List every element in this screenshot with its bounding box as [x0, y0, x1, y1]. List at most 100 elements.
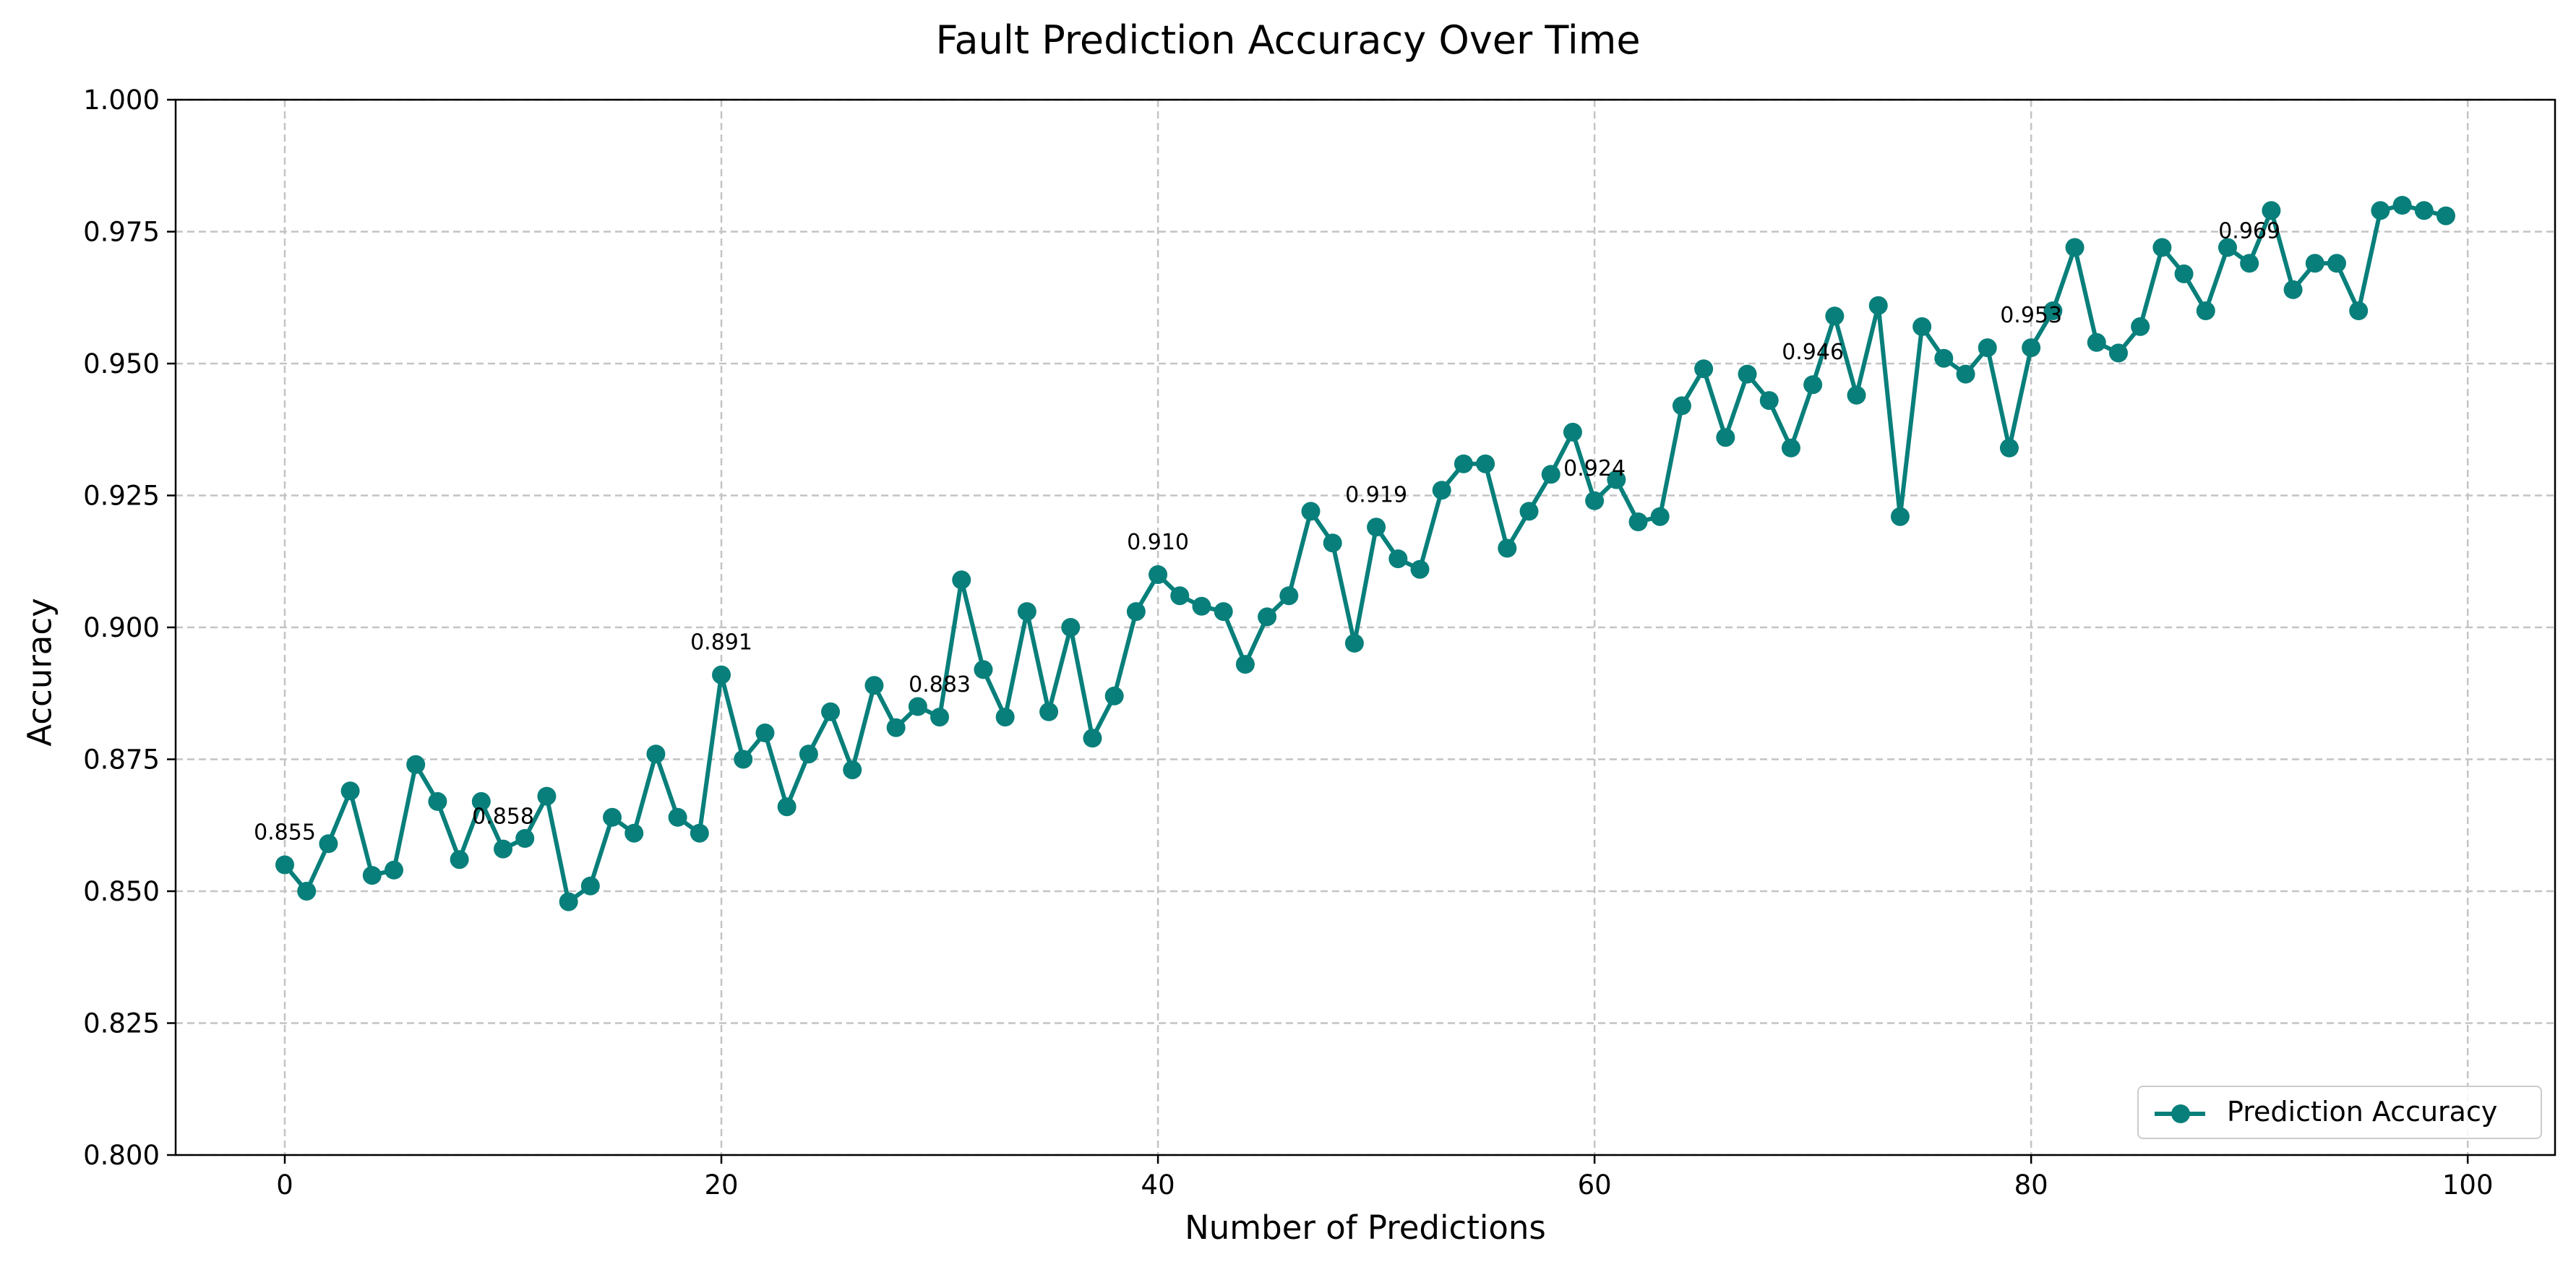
y-tick-label: 0.950: [83, 348, 160, 379]
data-point: [362, 866, 382, 885]
data-label: 0.910: [1127, 530, 1189, 555]
chart-title: Fault Prediction Accuracy Over Time: [935, 17, 1641, 63]
data-point: [1126, 602, 1146, 622]
data-point: [712, 665, 731, 684]
x-tick-label: 60: [1578, 1169, 1612, 1201]
data-point: [1454, 454, 1473, 473]
legend-marker-swatch: [2171, 1104, 2190, 1123]
data-point: [974, 660, 993, 679]
data-point: [494, 839, 513, 859]
data-point: [537, 786, 557, 806]
data-point: [2436, 206, 2455, 226]
data-point: [1410, 559, 1430, 579]
data-point: [1890, 507, 1910, 526]
data-label: 0.919: [1345, 482, 1407, 507]
data-label: 0.969: [2218, 218, 2280, 244]
data-point: [340, 781, 360, 801]
series-prediction-accuracy: [275, 196, 2455, 911]
data-point: [995, 708, 1015, 727]
data-label: 0.858: [472, 804, 534, 830]
data-point: [1301, 502, 1321, 521]
data-point: [2305, 254, 2324, 273]
data-point: [2371, 201, 2390, 220]
data-point: [1083, 729, 1102, 748]
data-point: [1978, 338, 1997, 358]
data-point: [450, 850, 469, 870]
data-point: [2196, 301, 2215, 320]
x-tick-label: 80: [2014, 1169, 2048, 1201]
data-point: [1170, 586, 1190, 606]
data-point: [1738, 364, 1757, 384]
data-point: [428, 791, 447, 811]
data-point: [952, 570, 971, 590]
data-annotations: 0.855 0.858 0.891 0.883 0.910 0.919 0.924 0.946…: [254, 218, 2280, 845]
data-label: 0.924: [1563, 456, 1626, 481]
y-tick-label: 0.925: [83, 481, 160, 512]
grid-lines: [176, 98, 2555, 1156]
data-point: [799, 744, 818, 764]
y-tick-label: 0.825: [83, 1008, 160, 1039]
data-point: [2349, 301, 2369, 320]
data-point: [2217, 238, 2237, 257]
data-point: [1628, 512, 1648, 531]
data-point: [2283, 280, 2303, 299]
y-tick-label: 0.900: [83, 612, 160, 643]
data-point: [930, 708, 950, 727]
y-tick-label: 0.800: [83, 1140, 160, 1171]
data-point: [886, 718, 906, 737]
data-point: [1214, 602, 1233, 622]
data-point: [2065, 238, 2085, 257]
data-point: [1192, 596, 1211, 616]
data-point: [1235, 655, 1255, 674]
data-label: 0.855: [254, 820, 316, 846]
data-point: [2087, 332, 2106, 352]
data-point: [1367, 518, 1386, 537]
data-point: [515, 829, 535, 848]
y-tick-label: 0.975: [83, 217, 160, 248]
data-point: [319, 834, 338, 854]
plot-frame: [174, 98, 2556, 1156]
data-point: [1432, 481, 1451, 500]
data-point: [2240, 254, 2259, 273]
data-point: [1956, 364, 1975, 384]
data-point: [755, 724, 775, 742]
data-point: [471, 791, 491, 811]
data-point: [603, 807, 622, 827]
data-point: [2414, 201, 2434, 220]
data-point: [580, 876, 600, 896]
data-point: [1104, 686, 1124, 705]
data-point: [843, 760, 862, 780]
data-point: [2327, 254, 2346, 273]
data-point: [1039, 702, 1059, 721]
data-point: [1519, 502, 1539, 521]
data-point: [1017, 602, 1036, 622]
x-tick-label: 40: [1141, 1169, 1175, 1201]
data-point: [1868, 296, 1888, 315]
data-point: [2131, 317, 2150, 336]
data-point: [1607, 470, 1626, 489]
data-point: [1563, 422, 1582, 442]
data-point: [1694, 359, 1714, 379]
data-label: 0.891: [690, 630, 752, 656]
data-point: [734, 750, 753, 769]
axis-ticks: 0 20 40 60 80 100 0.800 0.825 0.850 0.875 0.900 0.9…: [83, 85, 2493, 1201]
y-tick-label: 0.875: [83, 744, 160, 776]
data-point: [1061, 618, 1081, 637]
data-point: [777, 797, 797, 817]
data-point: [1716, 428, 1735, 447]
y-axis-label: Accuracy: [20, 598, 59, 747]
data-point: [1847, 385, 1866, 405]
data-point: [297, 882, 317, 901]
data-point: [2043, 301, 2063, 320]
data-point: [1672, 396, 1691, 416]
data-point: [385, 860, 404, 880]
data-point: [864, 676, 884, 695]
data-point: [1585, 491, 1605, 510]
series-line: [283, 203, 2447, 904]
data-point: [559, 892, 578, 911]
data-point: [1258, 607, 1277, 627]
x-axis-label: Number of Predictions: [1185, 1209, 1546, 1247]
data-point: [908, 697, 927, 716]
data-point: [1344, 633, 1364, 653]
